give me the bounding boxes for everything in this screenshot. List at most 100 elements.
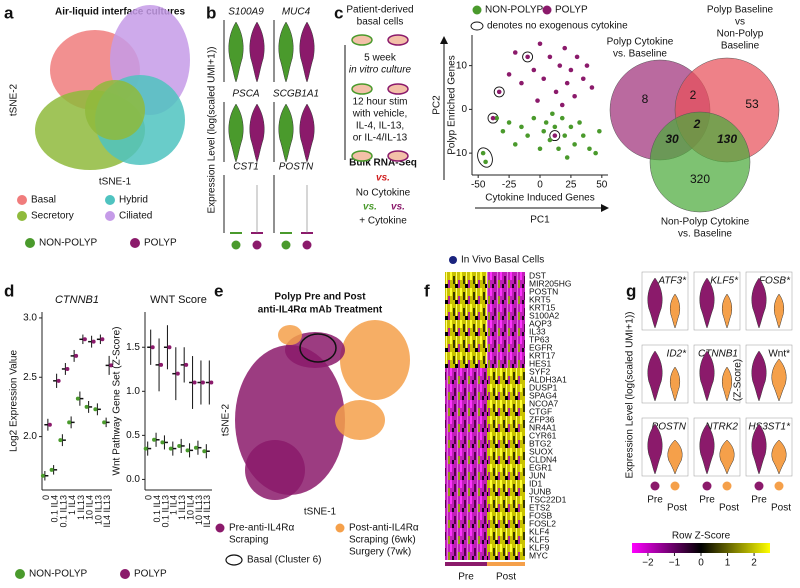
violin — [771, 358, 787, 402]
scatter-point — [525, 133, 530, 138]
mean-dot — [167, 345, 172, 350]
colorbar-tick-label: −2 — [642, 558, 654, 569]
venn-count: 8 — [642, 92, 649, 106]
panel-letter: f — [424, 281, 430, 300]
mean-dot — [192, 380, 197, 385]
gene-label: POSTN — [279, 162, 314, 173]
violin — [647, 423, 663, 475]
legend-note: denotes no exogenous cytokine — [487, 21, 628, 32]
x-tick-label: 0.1 IL13 — [160, 495, 170, 528]
legend-label: NON-POLYP — [485, 5, 543, 16]
mean-dot — [65, 366, 70, 371]
subplot-frame — [693, 344, 741, 404]
gene-label: JUNB — [529, 486, 552, 496]
venn-label: Non-Polyp Cytokine — [661, 217, 750, 228]
x-tick-label: 0 — [537, 180, 543, 191]
violin — [669, 293, 681, 329]
y-tick-label: -10 — [453, 148, 468, 159]
scatter-point — [547, 137, 553, 143]
scatter-point — [587, 146, 592, 152]
panel-letter: b — [206, 3, 216, 22]
x-tick-label: 10 IL13 — [93, 495, 103, 525]
y-axis-label: PC2 — [432, 95, 443, 115]
y-axis-label: Expression Level (log(scaled UMI+1)) — [625, 311, 636, 478]
venn-label: Baseline — [721, 41, 760, 52]
heatmap-block — [445, 368, 487, 560]
mean-dot — [47, 422, 52, 427]
y-tick-label: 1.5 — [126, 342, 140, 353]
cell-icon — [351, 150, 373, 162]
legend-label: POLYP — [555, 5, 588, 16]
violin — [278, 103, 294, 163]
gene-label: EGFR — [529, 342, 553, 352]
gene-label: KLF4 — [529, 526, 550, 536]
scatter-point — [547, 54, 553, 60]
gene-label: SYF2 — [529, 366, 551, 376]
legend-swatch — [335, 523, 345, 533]
protocol-step: vs. — [376, 173, 390, 184]
scatter-point — [552, 133, 558, 138]
protocol-step: vs. — [391, 202, 405, 213]
scatter-point — [496, 89, 502, 95]
x-tick-label: -50 — [471, 180, 486, 191]
x-tick-label: 1 IL13 — [76, 495, 86, 520]
x-tick-label: 1 IL4 — [67, 495, 77, 515]
cell-icon — [387, 34, 409, 46]
gene-label: CTGF — [529, 406, 552, 416]
subplot-frame — [745, 344, 793, 404]
panel-title: Air-liquid interface cultures — [55, 7, 185, 18]
legend-swatch — [105, 195, 115, 205]
x-tick-label: 0.1 IL13 — [58, 495, 68, 528]
subplot-frame — [745, 417, 793, 477]
legend-label: Post-anti-IL4Rα — [349, 523, 419, 534]
x-tick-label: IL4 IL13 — [202, 495, 212, 528]
gene-label: CYR61 — [529, 430, 557, 440]
mean-dot — [74, 353, 79, 358]
scatter-point — [568, 124, 574, 130]
gene-label: FOSL2 — [529, 518, 556, 528]
legend-label: POLYP — [144, 238, 177, 249]
subplot-frame — [641, 417, 689, 477]
legend-label: Scraping (6wk) — [349, 535, 416, 546]
scatter-point — [568, 67, 574, 73]
circle-marker — [549, 130, 561, 142]
x-tick-label: 0.1 IL4 — [50, 495, 60, 523]
y-axis-label: Expression Level (log(scaled UMI+1)) — [207, 46, 218, 213]
circle-marker — [522, 51, 534, 63]
venn-label: Polyp Cytokine — [607, 37, 674, 48]
group-bar — [487, 562, 525, 566]
x-tick-label: 1 IL13 — [177, 495, 187, 520]
arrow-head — [440, 36, 448, 44]
heatmap — [445, 272, 525, 560]
gene-label: NCOA7 — [529, 398, 559, 408]
colorbar — [632, 543, 770, 553]
violin — [228, 21, 244, 83]
mean-dot — [193, 445, 198, 450]
scatter-point — [483, 159, 488, 165]
panel-title: anti-IL4Rα mAb Treatment — [258, 305, 383, 316]
protocol-step: 5 week — [364, 53, 397, 64]
legend-swatch — [472, 5, 482, 15]
subplot-frame — [745, 271, 793, 331]
gene-label: KLF9 — [529, 542, 550, 552]
legend-label: Pre-anti-IL4Rα — [229, 523, 294, 534]
mean-dot — [40, 473, 45, 478]
legend-label: POLYP — [134, 569, 167, 580]
group-dot — [702, 481, 712, 491]
protocol-step: with vehicle, — [352, 109, 407, 120]
subplot-frame — [641, 344, 689, 404]
y-tick-label: 0.5 — [126, 430, 140, 441]
tsne-cloud — [245, 440, 305, 500]
scatter-point — [506, 120, 512, 125]
scatter-point — [519, 124, 524, 130]
tsne-cloud — [278, 325, 302, 345]
gene-label: TP63 — [529, 334, 550, 344]
heatmap-block — [445, 272, 487, 368]
gene-label: KLF5* — [710, 276, 739, 287]
y-tick-label: 3.0 — [23, 313, 37, 324]
scatter-point — [564, 155, 570, 160]
axis-direction: Cytokine Induced Genes — [485, 193, 595, 204]
scatter-point — [480, 150, 486, 156]
colorbar-tick-label: 0 — [698, 558, 704, 569]
